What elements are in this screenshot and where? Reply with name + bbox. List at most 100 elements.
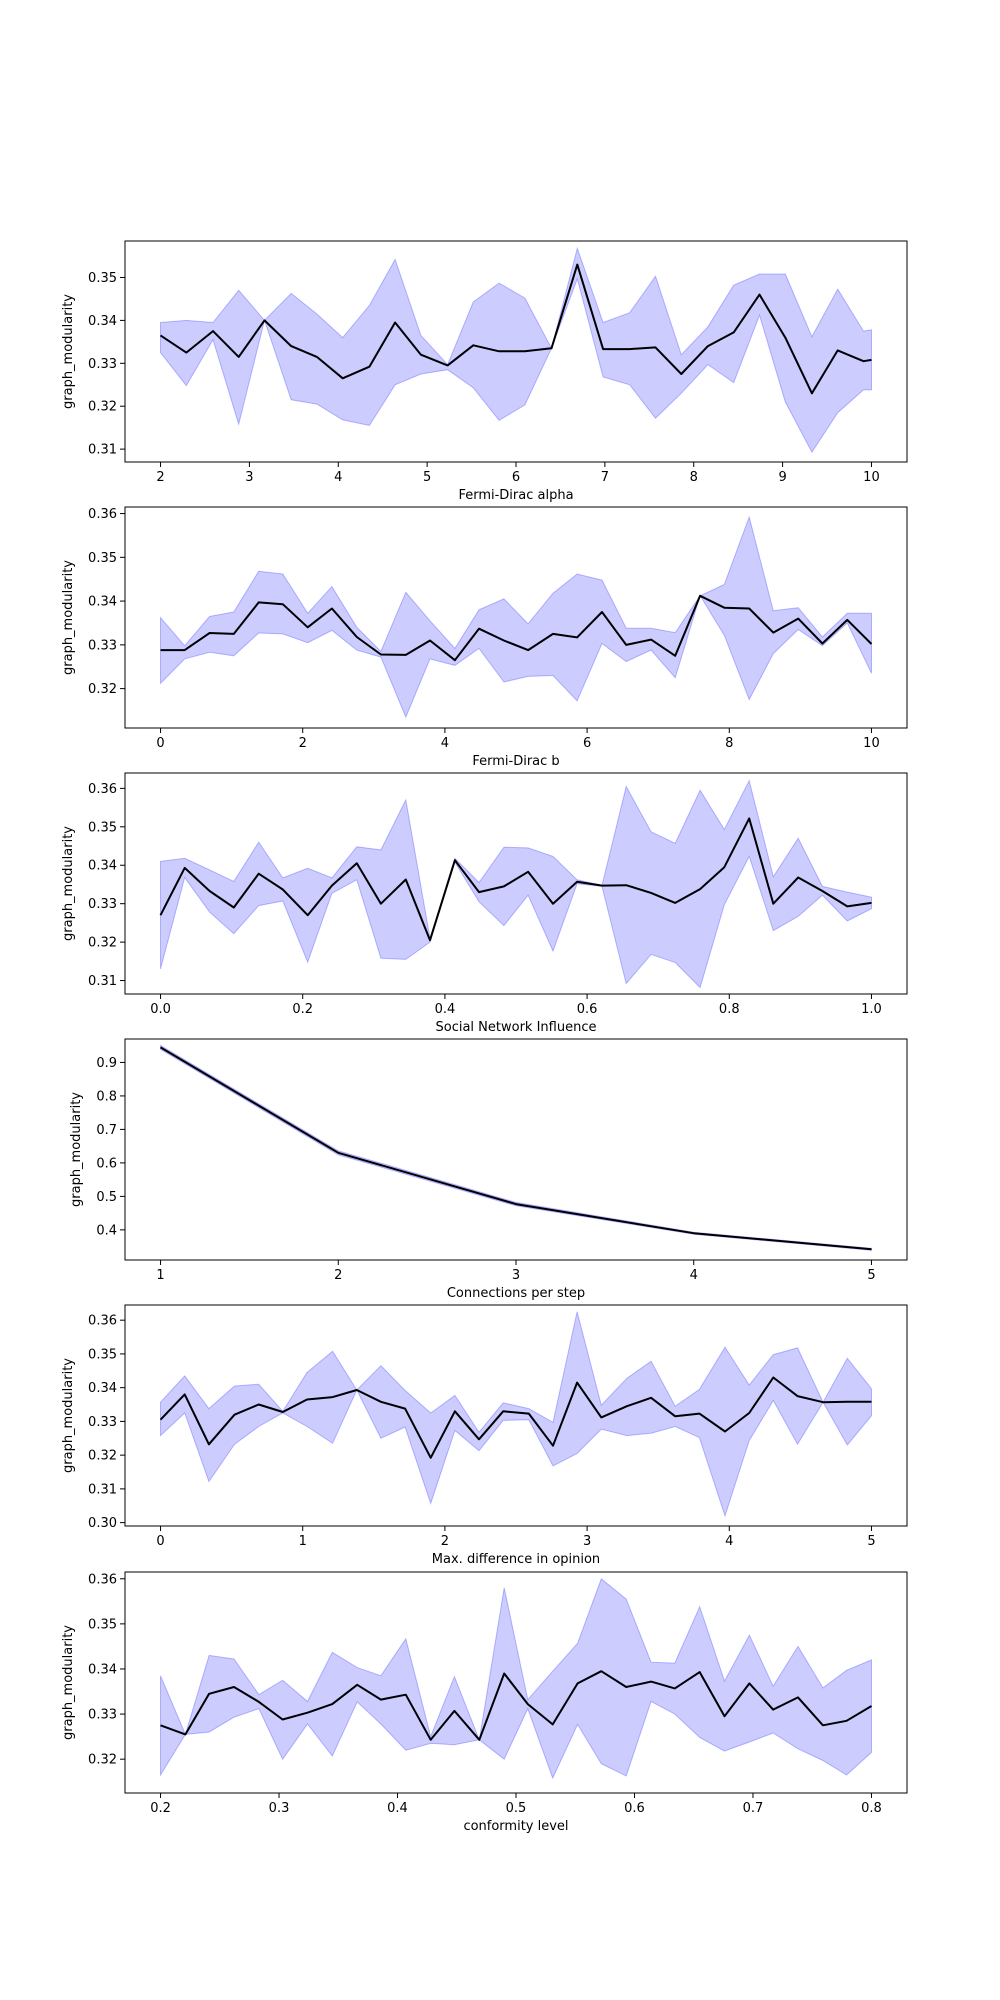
y-tick-label: 0.4 bbox=[96, 1223, 117, 1238]
y-tick-label: 0.31 bbox=[88, 974, 117, 989]
y-tick-label: 0.33 bbox=[88, 1708, 117, 1723]
x-tick-label: 1 bbox=[156, 1268, 164, 1283]
x-tick-label: 0.8 bbox=[719, 1002, 740, 1017]
y-tick-label: 0.31 bbox=[88, 443, 117, 458]
y-tick-label: 0.36 bbox=[88, 507, 117, 522]
x-tick-label: 5 bbox=[867, 1268, 875, 1283]
y-tick-label: 0.5 bbox=[96, 1190, 117, 1205]
y-tick-label: 0.34 bbox=[88, 859, 117, 874]
x-tick-label: 2 bbox=[156, 470, 164, 485]
mean-line bbox=[160, 594, 873, 662]
chart-2: 0 2 4 6 8 10 0.32 0.33 0.34 0.35 0.36 Fermi-Dirac b… bbox=[61, 506, 908, 769]
y-axis-label: graph_modularity bbox=[61, 826, 76, 941]
y-axis-label: graph_modularity bbox=[61, 294, 76, 409]
x-tick-label: 1 bbox=[299, 1534, 307, 1549]
y-tick-label: 0.34 bbox=[88, 1662, 117, 1677]
chart-1: 2 3 4 5 6 7 8 9 10 0.31 0.32 0.33 0.34 0.35 Fermi-Dira… bbox=[61, 240, 908, 503]
mean-line bbox=[160, 1670, 873, 1741]
axes-frame bbox=[124, 1038, 908, 1261]
x-tick-label: 3 bbox=[583, 1534, 591, 1549]
y-tick-label: 0.34 bbox=[88, 595, 117, 610]
x-tick-label: 3 bbox=[512, 1268, 520, 1283]
y-tick-label: 0.34 bbox=[88, 1381, 117, 1396]
x-axis-label: Fermi-Dirac alpha bbox=[458, 488, 573, 503]
confidence-band bbox=[160, 779, 872, 989]
x-tick-label: 0.6 bbox=[577, 1002, 598, 1017]
x-tick-label: 7 bbox=[601, 470, 609, 485]
chart-4: 1 2 3 4 5 0.4 0.5 0.6 0.7 0.8 0.9 Connections per s… bbox=[69, 1038, 908, 1301]
mean-line bbox=[159, 263, 872, 395]
y-axis-label: graph_modularity bbox=[69, 1092, 84, 1207]
x-tick-label: 0.4 bbox=[435, 1002, 456, 1017]
x-tick-label: 0 bbox=[156, 1534, 164, 1549]
x-tick-label: 5 bbox=[423, 470, 431, 485]
y-tick-label: 0.32 bbox=[88, 682, 117, 697]
y-tick-label: 0.31 bbox=[88, 1482, 117, 1497]
y-axis-label: graph_modularity bbox=[61, 1358, 76, 1473]
mean-line bbox=[159, 817, 872, 942]
x-tick-label: 3 bbox=[245, 470, 253, 485]
x-tick-label: 1.0 bbox=[861, 1002, 882, 1017]
y-tick-label: 0.32 bbox=[88, 400, 117, 415]
y-tick-label: 0.35 bbox=[88, 271, 117, 286]
y-tick-label: 0.32 bbox=[88, 1449, 117, 1464]
x-tick-label: 0.4 bbox=[387, 1801, 408, 1816]
x-tick-label: 0 bbox=[156, 736, 164, 751]
x-tick-label: 6 bbox=[583, 736, 591, 751]
x-tick-label: 0.3 bbox=[269, 1801, 290, 1816]
x-tick-label: 4 bbox=[725, 1534, 733, 1549]
x-axis-label: Max. difference in opinion bbox=[432, 1552, 600, 1567]
x-tick-label: 9 bbox=[778, 470, 786, 485]
confidence-band bbox=[160, 1044, 872, 1251]
y-tick-label: 0.32 bbox=[88, 1753, 117, 1768]
x-tick-label: 0.7 bbox=[743, 1801, 764, 1816]
x-tick-label: 2 bbox=[299, 736, 307, 751]
x-tick-label: 4 bbox=[334, 470, 342, 485]
x-tick-label: 0.5 bbox=[506, 1801, 527, 1816]
axes-frame bbox=[124, 506, 908, 729]
chart-3: 0.0 0.2 0.4 0.6 0.8 1.0 0.31 0.32 0.33 0.34 0.35 0.… bbox=[61, 772, 908, 1035]
confidence-band bbox=[160, 515, 872, 719]
axes-frame bbox=[124, 1304, 908, 1527]
y-tick-label: 0.7 bbox=[96, 1123, 117, 1138]
x-tick-label: 8 bbox=[725, 736, 733, 751]
y-tick-label: 0.33 bbox=[88, 638, 117, 653]
y-axis-label: graph_modularity bbox=[61, 1625, 76, 1740]
y-tick-label: 0.32 bbox=[88, 936, 117, 951]
x-tick-label: 0.2 bbox=[150, 1801, 171, 1816]
confidence-band bbox=[160, 1311, 872, 1518]
y-tick-label: 0.34 bbox=[88, 314, 117, 329]
x-tick-label: 0.8 bbox=[861, 1801, 882, 1816]
chart-6: 0.2 0.3 0.4 0.5 0.6 0.7 0.8 0.32 0.33 0.34 0.35 0.3… bbox=[61, 1571, 908, 1834]
y-tick-label: 0.35 bbox=[88, 1347, 117, 1362]
x-tick-label: 2 bbox=[441, 1534, 449, 1549]
y-axis-label: graph_modularity bbox=[61, 560, 76, 675]
x-tick-label: 2 bbox=[334, 1268, 342, 1283]
y-tick-label: 0.33 bbox=[88, 1415, 117, 1430]
y-tick-label: 0.35 bbox=[88, 551, 117, 566]
x-tick-label: 0.0 bbox=[150, 1002, 171, 1017]
confidence-band bbox=[160, 1577, 872, 1780]
y-tick-label: 0.36 bbox=[88, 1314, 117, 1329]
y-tick-label: 0.33 bbox=[88, 357, 117, 372]
x-tick-label: 6 bbox=[512, 470, 520, 485]
x-axis-label: Social Network Influence bbox=[436, 1020, 597, 1035]
y-tick-label: 0.35 bbox=[88, 820, 117, 835]
x-axis-label: Fermi-Dirac b bbox=[472, 754, 559, 769]
y-tick-label: 0.9 bbox=[96, 1056, 117, 1071]
y-tick-label: 0.36 bbox=[88, 782, 117, 797]
x-tick-label: 4 bbox=[690, 1268, 698, 1283]
chart-5: 0 1 2 3 4 5 0.30 0.31 0.32 0.33 0.34 0.35 0.36 Max. d… bbox=[61, 1304, 908, 1567]
y-tick-label: 0.8 bbox=[96, 1089, 117, 1104]
x-axis-label: Connections per step bbox=[447, 1286, 585, 1301]
x-tick-label: 5 bbox=[867, 1534, 875, 1549]
confidence-band bbox=[160, 246, 872, 454]
x-axis-label: conformity level bbox=[463, 1819, 568, 1834]
x-tick-label: 10 bbox=[863, 470, 880, 485]
y-tick-label: 0.6 bbox=[96, 1156, 117, 1171]
x-tick-label: 4 bbox=[441, 736, 449, 751]
x-tick-label: 8 bbox=[690, 470, 698, 485]
mean-line bbox=[159, 1376, 872, 1459]
y-tick-label: 0.35 bbox=[88, 1617, 117, 1632]
